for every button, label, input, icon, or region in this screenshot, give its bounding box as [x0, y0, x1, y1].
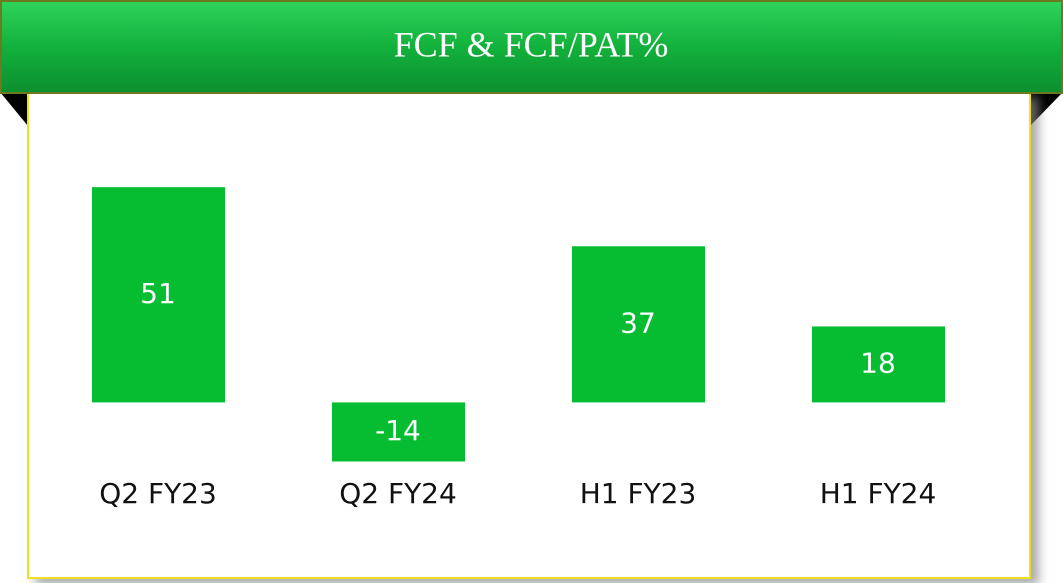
- banner: [0, 0, 1063, 94]
- x-tick-label: Q2 FY24: [339, 477, 457, 510]
- x-tick-label: Q2 FY23: [99, 477, 217, 510]
- value-label: 18: [860, 346, 896, 379]
- bar: [812, 326, 945, 403]
- bar: [92, 187, 225, 403]
- value-label: 51: [140, 277, 176, 310]
- x-tick-label: H1 FY24: [820, 477, 937, 510]
- value-label: 37: [620, 306, 656, 339]
- ribbon-fold-right: [1030, 92, 1063, 126]
- x-tick-label: H1 FY23: [580, 477, 697, 510]
- bar: [332, 402, 465, 462]
- value-label: -14: [375, 414, 421, 447]
- bar: [572, 246, 705, 403]
- ribbon-fold-left: [0, 92, 28, 126]
- chart-title: FCF & FCF/PAT%: [394, 24, 669, 64]
- plot: Q2 FY23 51 Q2 FY24 -14 H1 FY23 37 H1 FY24 18: [92, 187, 945, 510]
